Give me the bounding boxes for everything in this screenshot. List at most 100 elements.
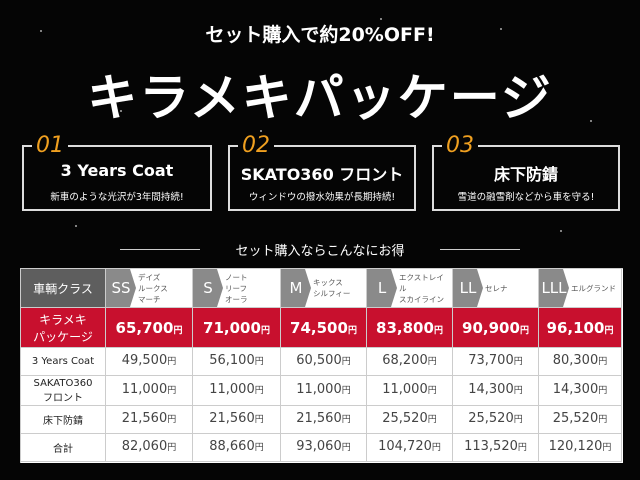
price-amount: 74,500 [290,319,348,337]
price-unit: 円 [260,326,270,336]
price-cell: 60,500 円 [281,348,367,376]
model-name: セレナ [485,283,508,293]
price-cell: 96,100 円 [539,308,622,348]
price-cell: 21,560 円 [106,406,193,434]
price-cell: 88,660 円 [193,434,281,462]
price-amount: 68,200 [382,353,428,368]
price-amount: 21,560 [209,411,255,426]
model-list: デイズ ルークス マーチ [138,269,190,307]
class-header: S ノート リーフ オーラ [193,269,281,308]
row-label-line: 合計 [53,444,73,455]
price-cell: 68,200 円 [367,348,453,376]
price-cell: 104,720 円 [367,434,453,462]
model-name: リーフ [225,283,248,293]
price-amount: 11,000 [382,382,428,397]
price-amount: 25,520 [382,411,428,426]
price-amount: 21,560 [121,411,168,426]
price-amount: 14,300 [468,382,514,397]
price-unit: 円 [519,326,529,336]
feature-text: 新車のような光沢が3年間持続! [50,192,184,203]
price-amount: 82,060 [121,439,168,454]
price-amount: 25,520 [468,411,514,426]
price-cell: 65,700 円 [106,308,193,348]
class-code: L [367,269,397,307]
price-cell: 90,900 円 [453,308,539,348]
price-unit: 円 [341,357,351,367]
row-label-line: フロント [43,392,83,404]
price-cell: 11,000 円 [281,376,367,406]
star [380,18,382,20]
star [500,28,502,30]
price-unit: 円 [173,326,183,336]
tagline: セット購入で約20%OFF! [205,24,435,46]
price-amount: 60,500 [296,353,342,368]
class-header: LL セレナ [453,269,539,308]
class-code: LL [453,269,483,307]
price-unit: 円 [167,386,177,396]
price-unit: 円 [513,386,523,396]
feature-box: 03 床下防錆 雪道の融雪剤などから車を守る! [432,133,620,211]
price-cell: 14,300 円 [539,376,622,406]
price-cell: 113,520 円 [453,434,539,462]
row-label-line: 3 Years Coat [31,356,95,367]
price-cell: 11,000 円 [193,376,281,406]
price-amount: 88,660 [209,439,255,454]
price-amount: 104,720 [378,439,432,454]
price-cell: 25,520 円 [367,406,453,434]
price-unit: 円 [604,326,614,336]
price-cell: 25,520 円 [453,406,539,434]
class-header: LLL エルグランド [539,269,622,308]
price-cell: 120,120 円 [539,434,622,462]
price-table: 車輌クラス SS デイズ ルークス マーチ S ノート リーフ オーラ M キックス シルフィー L エク… [20,268,623,463]
class-code: SS [106,269,136,307]
price-cell: 73,700 円 [453,348,539,376]
price-amount: 11,000 [121,382,168,397]
price-unit: 円 [254,443,264,453]
model-list: エルグランド [571,269,619,307]
price-amount: 80,300 [552,353,599,368]
row-label-line: SAKATO360 [33,377,93,389]
price-amount: 11,000 [296,382,342,397]
price-cell: 21,560 円 [281,406,367,434]
row-label-line: パッケージ [33,329,93,344]
section-title: セット購入ならこんなにお得 [235,244,405,259]
model-name: キックス [313,278,343,287]
price-cell: 71,000 円 [193,308,281,348]
star [75,225,77,227]
price-unit: 円 [513,415,523,425]
price-amount: 65,700 [115,319,174,337]
class-header: SS デイズ ルークス マーチ [106,269,193,308]
header-label: 車輌クラス [21,269,106,308]
price-unit: 円 [427,357,437,367]
price-amount: 56,100 [209,353,255,368]
feature-number: 01 [32,133,68,158]
star [40,30,42,32]
price-unit: 円 [433,326,443,336]
model-name: マーチ [138,294,161,304]
feature-box: 01 3 Years Coat 新車のような光沢が3年間持続! [22,133,212,211]
price-amount: 11,000 [209,382,255,397]
price-amount: 49,500 [121,353,168,368]
price-unit: 円 [598,357,608,367]
model-list: キックス シルフィー [313,269,364,307]
price-unit: 円 [517,443,527,453]
feature-title: SKATO360 フロント [240,165,404,184]
price-cell: 74,500 円 [281,308,367,348]
price-unit: 円 [254,386,264,396]
row-label-line: 床下防錆 [43,416,83,427]
price-unit: 円 [341,443,351,453]
price-cell: 56,100 円 [193,348,281,376]
rule [120,249,200,250]
price-amount: 113,520 [464,439,518,454]
model-list: セレナ [485,269,536,307]
model-name: デイズ [138,272,161,282]
star [120,110,122,112]
price-amount: 120,120 [548,439,603,454]
model-name: エクストレイル [399,272,444,293]
price-cell: 14,300 円 [453,376,539,406]
row-label: SAKATO360 フロント [21,376,106,406]
price-amount: 73,700 [468,353,514,368]
price-unit: 円 [254,357,264,367]
price-amount: 21,560 [296,411,342,426]
